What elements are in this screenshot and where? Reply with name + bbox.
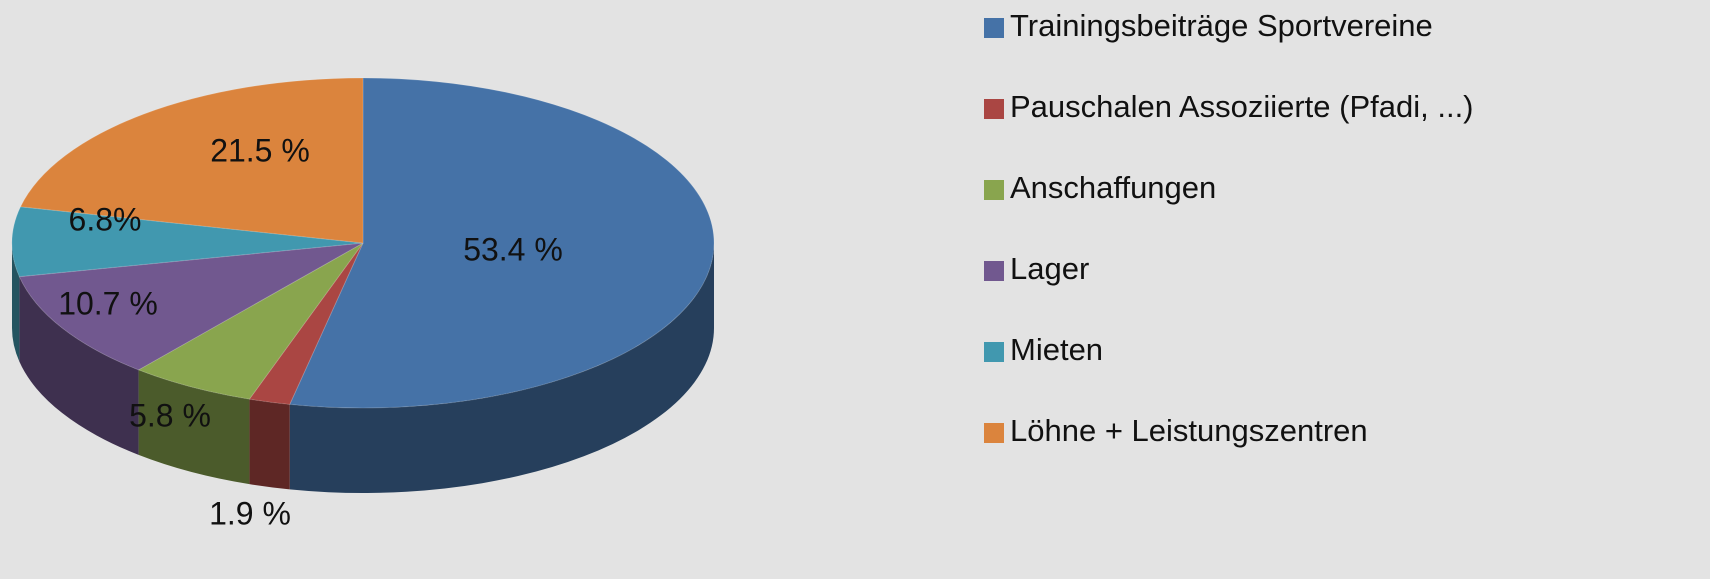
slice-side xyxy=(289,243,714,493)
legend-swatch xyxy=(984,180,1004,200)
legend-swatch xyxy=(984,423,1004,443)
legend-label: Trainingsbeiträge Sportvereine xyxy=(1010,8,1433,43)
legend-label: Lager xyxy=(1010,251,1089,286)
slice-side xyxy=(138,369,250,485)
slice xyxy=(288,77,715,409)
legend-label: Mieten xyxy=(1010,332,1103,367)
slice-side xyxy=(19,276,139,455)
slice xyxy=(248,242,364,405)
data-label: 21.5 % xyxy=(210,132,310,168)
data-label: 1.9 % xyxy=(209,495,291,531)
data-label: 6.8% xyxy=(69,201,142,237)
slice xyxy=(18,242,364,371)
legend-swatch xyxy=(984,18,1004,38)
legend-label: Pauschalen Assoziierte (Pfadi, ...) xyxy=(1010,89,1474,124)
legend-label: Anschaffungen xyxy=(1010,170,1216,205)
slice xyxy=(11,206,364,278)
slice-side xyxy=(249,399,290,490)
legend-swatch xyxy=(984,261,1004,281)
data-label: 53.4 % xyxy=(463,231,563,267)
legend-label: Löhne + Leistungszentren xyxy=(1010,413,1368,448)
legend-swatch xyxy=(984,342,1004,362)
data-label: 5.8 % xyxy=(129,397,211,433)
legend-swatch xyxy=(984,99,1004,119)
slice xyxy=(19,77,364,244)
data-label: 10.7 % xyxy=(58,285,158,321)
slice xyxy=(137,242,364,400)
slice-side xyxy=(12,243,20,362)
